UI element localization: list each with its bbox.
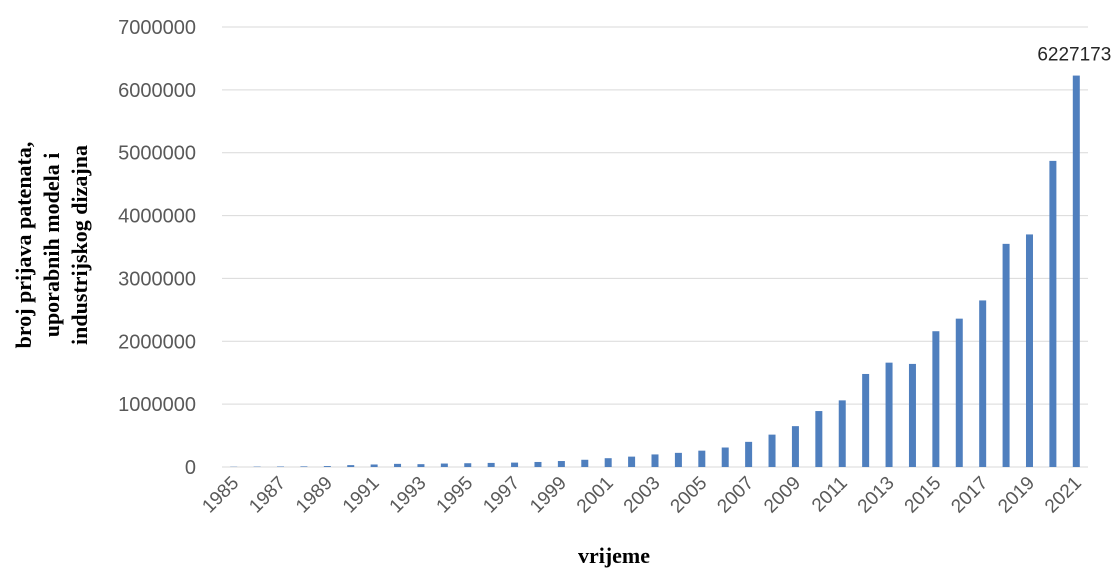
y-tick-labels: 0 1000000 2000000 3000000 4000000 5000000 6000… xyxy=(118,17,196,479)
bar-2011 xyxy=(838,400,846,467)
bar-2016 xyxy=(955,318,963,467)
bar-2017 xyxy=(979,300,987,467)
y-tick-label: 7000000 xyxy=(118,17,196,39)
bar-1988 xyxy=(300,466,308,467)
bar-2001 xyxy=(604,458,612,467)
y-tick-label: 6000000 xyxy=(118,80,196,102)
bar-2007 xyxy=(745,441,753,467)
bar-1987 xyxy=(277,466,285,467)
x-tick-label: 2017 xyxy=(947,473,992,518)
bar-2014 xyxy=(908,363,916,467)
bar-1994 xyxy=(440,463,448,467)
bars xyxy=(230,75,1080,467)
x-tick-label: 2015 xyxy=(901,473,946,518)
bar-1993 xyxy=(417,464,425,467)
bar-1997 xyxy=(511,462,519,467)
bar-2010 xyxy=(815,411,823,467)
y-tick-label: 5000000 xyxy=(118,143,196,165)
x-tick-label: 1987 xyxy=(245,473,290,518)
bar-2019 xyxy=(1025,234,1033,467)
y-axis-title: broj prijava patenata, uporabnih modela i… xyxy=(11,142,92,349)
y-axis-title-line: broj prijava patenata, xyxy=(11,142,36,349)
x-axis-title: vrijeme xyxy=(578,543,650,568)
bar-2004 xyxy=(674,452,682,467)
bar-2006 xyxy=(721,447,729,467)
y-axis-title-line: industrijskog dizajna xyxy=(67,145,92,345)
y-tick-label: 1000000 xyxy=(118,394,196,416)
x-tick-label: 2021 xyxy=(1041,473,1086,518)
x-tick-label: 1999 xyxy=(526,473,571,518)
bar-1990 xyxy=(347,465,355,467)
x-tick-label: 1985 xyxy=(198,473,243,518)
bar-1991 xyxy=(370,464,378,467)
bar-1992 xyxy=(394,463,402,467)
x-tick-label: 2003 xyxy=(620,473,665,518)
x-tick-label: 2009 xyxy=(760,473,805,518)
x-tick-label: 2011 xyxy=(808,473,852,517)
y-tick-label: 3000000 xyxy=(118,268,196,290)
bar-2008 xyxy=(768,434,776,467)
x-tick-label: 1993 xyxy=(386,473,431,518)
x-tick-label: 1991 xyxy=(339,473,384,518)
bar-2013 xyxy=(885,362,893,467)
bar-2005 xyxy=(698,450,706,467)
x-tick-label: 1997 xyxy=(479,473,524,518)
data-label-2021: 6227173 xyxy=(1037,45,1111,66)
y-tick-label: 0 xyxy=(185,457,196,479)
bar-2012 xyxy=(862,373,870,467)
x-tick-label: 1989 xyxy=(292,473,337,518)
y-tick-label: 2000000 xyxy=(118,331,196,353)
bar-2015 xyxy=(932,331,940,467)
bar-2002 xyxy=(628,456,636,467)
bar-2003 xyxy=(651,454,659,467)
x-tick-label: 2007 xyxy=(713,473,758,518)
bar-1989 xyxy=(323,466,331,467)
x-tick-labels: 1985 1987 1989 1991 1993 1995 1997 1999 2001 2003… xyxy=(198,473,1085,518)
y-tick-label: 4000000 xyxy=(118,206,196,228)
bar-2021 xyxy=(1072,75,1080,467)
x-tick-label: 2001 xyxy=(573,473,618,518)
bar-2000 xyxy=(581,459,589,467)
x-tick-label: 2013 xyxy=(854,473,899,518)
bar-2009 xyxy=(791,426,799,467)
bar-1995 xyxy=(464,463,472,467)
x-tick-label: 1995 xyxy=(433,473,478,518)
x-tick-label: 2005 xyxy=(667,473,712,518)
bar-1999 xyxy=(557,461,565,467)
x-tick-label: 2019 xyxy=(994,473,1039,518)
bar-1998 xyxy=(534,461,542,467)
bar-2020 xyxy=(1049,160,1057,467)
gridlines xyxy=(222,26,1088,468)
data-labels: 6227173 xyxy=(1037,45,1111,66)
bar-2018 xyxy=(1002,243,1010,467)
bar-1996 xyxy=(487,462,495,467)
y-axis-title-line: uporabnih modela i xyxy=(39,153,64,338)
